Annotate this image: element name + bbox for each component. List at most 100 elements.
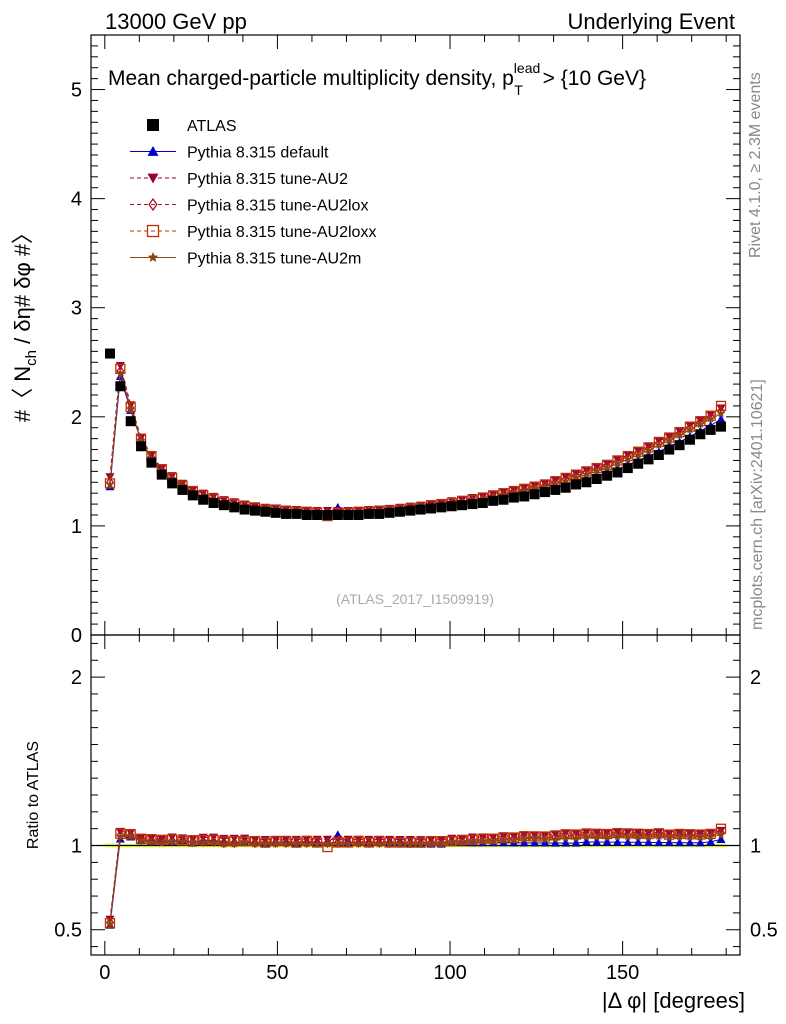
atlas-data-point [716,421,727,432]
ratio-point [230,839,239,848]
atlas-data-point [622,463,633,474]
legend-label: ATLAS [187,118,237,135]
atlas-data-point [446,501,457,512]
atlas-data-point [550,484,561,495]
ratio-point [363,837,375,848]
atlas-data-point [653,450,664,460]
ratio-plot-frame [90,634,741,956]
ratio-point [561,829,571,838]
atlas-data-point [156,469,167,480]
atlas-data-point [560,482,571,493]
y-axis-label: #〈 Nch / δη# δφ #〉 [10,222,40,422]
ratio-point [147,837,156,846]
y-tick-label: 2 [71,407,82,429]
ratio-point [582,832,591,841]
data-point [696,420,705,429]
atlas-data-point [498,494,509,505]
ratio-point [613,828,622,840]
data-point [104,478,116,489]
analysis-id-label: (ATLAS_2017_I1509919) [336,591,494,607]
atlas-data-point [571,479,582,490]
x-tick-label: 0 [99,962,110,984]
ratio-point [695,838,705,847]
atlas-data-point [633,458,644,469]
ratio-point [405,837,416,848]
atlas-data-point [353,510,364,520]
ratio-point [426,839,436,848]
ratio-tick-label-right: 2 [750,667,761,689]
ratio-series-line [109,828,722,924]
atlas-data-point [136,441,147,452]
atlas-data-point [187,490,198,501]
atlas-data-point [602,470,613,481]
ratio-point [467,834,478,846]
ratio-point [654,831,664,840]
data-point [125,401,136,413]
data-point [592,466,601,475]
y-tick-label: 5 [71,80,82,102]
x-tick-label: 100 [433,962,466,984]
ratio-point [706,832,715,841]
atlas-data-point [363,508,374,519]
ratio-tick-label-right: 1 [750,836,761,858]
ratio-point [581,837,591,846]
rivet-version-label: Rivet 4.1.0, ≥ 2.3M events [747,72,764,258]
ratio-point [550,838,560,847]
x-tick-label: 150 [606,962,639,984]
atlas-data-point [115,381,126,392]
y-tick-label: 4 [71,189,82,211]
atlas-data-point [312,510,323,520]
ratio-point [499,835,508,844]
ratio-point [250,839,260,848]
atlas-data-point [612,467,623,478]
data-point [686,422,694,434]
data-point [644,442,653,455]
data-point [706,411,715,423]
atlas-data-point [198,494,209,505]
atlas-data-point [249,505,260,516]
ratio-point [675,838,685,847]
ratio-point [364,839,374,848]
ratio-point [696,832,705,841]
ratio-point [415,837,426,848]
ratio-point [644,832,653,841]
atlas-data-point [291,508,302,519]
ratio-point [106,916,114,929]
ratio-point [292,839,301,848]
ratio-point [136,836,146,845]
ratio-point [209,838,218,847]
atlas-data-point [426,503,437,514]
data-point [696,416,705,428]
atlas-data-point [684,434,695,445]
atlas-data-point [239,504,250,515]
y-tick-label: 1 [71,516,82,538]
ratio-point [137,834,145,846]
ratio-point [716,830,726,839]
data-point [106,476,114,488]
ratio-point [126,831,135,840]
atlas-data-point [436,502,447,513]
atlas-data-point [643,454,654,465]
legend-marker [147,173,159,184]
data-point [623,451,632,463]
atlas-data-point [415,504,426,515]
ratio-point [437,839,446,848]
ratio-point [157,838,166,847]
atlas-data-point [260,506,271,517]
ratio-point [416,839,425,848]
ratio-tick-label-left: 2 [71,667,82,689]
x-tick-label: 50 [266,962,288,984]
legend-marker [148,197,158,212]
ratio-point [177,835,188,846]
data-point [602,463,612,472]
data-point [613,455,622,468]
atlas-data-point [229,502,240,513]
ratio-point [654,828,663,840]
ratio-point [561,838,571,847]
ratio-point [664,838,674,847]
atlas-data-point [332,510,343,520]
atlas-data-point [394,506,405,517]
ratio-point [126,829,135,841]
ratio-point [592,837,602,846]
